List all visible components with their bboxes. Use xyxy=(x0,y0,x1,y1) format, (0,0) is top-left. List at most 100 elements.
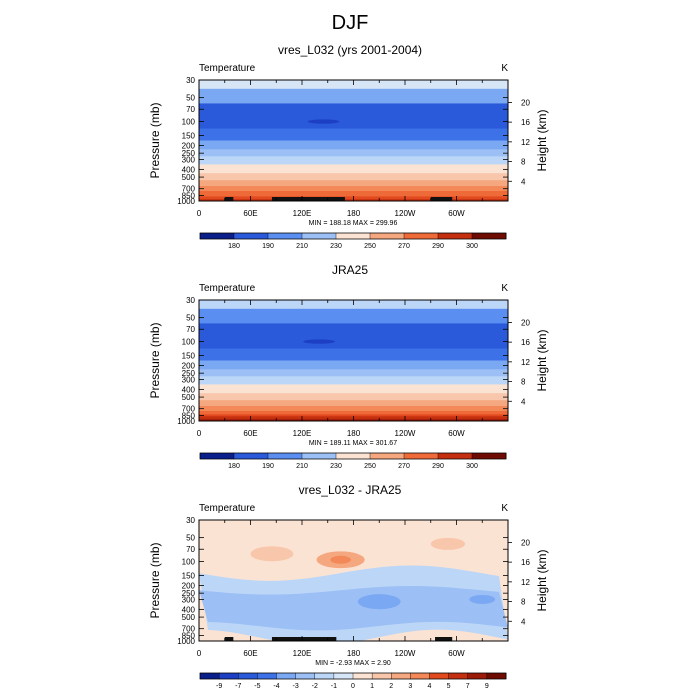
colorbar-label: 270 xyxy=(398,243,410,250)
contour-band xyxy=(199,164,508,174)
y-tick-label: 400 xyxy=(182,165,196,174)
anomaly-contour xyxy=(469,594,496,604)
colorbar-swatch xyxy=(295,672,316,680)
panel-title: vres_L032 - JRA25 xyxy=(299,483,402,497)
x-tick-label: 60E xyxy=(243,429,257,438)
height-tick-label: 4 xyxy=(521,177,526,186)
contour-band xyxy=(199,308,508,325)
contour-band xyxy=(199,194,508,197)
y-tick-label: 850 xyxy=(182,191,196,200)
contour-band xyxy=(199,400,508,407)
y-tick-label: 500 xyxy=(182,613,196,622)
colorbar-label: 230 xyxy=(330,243,342,250)
contour-band xyxy=(199,190,508,195)
colorbar-frame xyxy=(199,452,507,460)
contour-band xyxy=(199,410,508,415)
contour-band xyxy=(199,369,508,377)
min-max-stats: MIN = 188.18 MAX = 299.96 xyxy=(309,220,398,227)
height-tick-label: 8 xyxy=(521,158,526,167)
plot-area xyxy=(199,520,508,641)
colorbar-label: 180 xyxy=(228,463,240,470)
colorbar-swatch xyxy=(410,672,430,680)
y-tick-label: 1000 xyxy=(177,637,195,646)
colorbar-label: 9 xyxy=(485,683,489,690)
x-tick-label: 0 xyxy=(197,649,202,658)
height-tick-label: 8 xyxy=(521,598,526,607)
x-tick-label: 180 xyxy=(347,649,361,658)
min-max-stats: MIN = -2.93 MAX = 2.90 xyxy=(315,660,391,667)
colorbar: 180 190 210 230 250 270 290 300 xyxy=(199,232,507,250)
colorbar-swatch xyxy=(448,672,469,680)
colorbar-label: 7 xyxy=(466,683,470,690)
y-tick-label: 500 xyxy=(182,393,196,402)
y-tick-label: 300 xyxy=(182,375,196,384)
panel-title: vres_L032 (yrs 2001-2004) xyxy=(278,43,422,57)
colorbar-swatch xyxy=(257,672,277,680)
variable-label: Temperature xyxy=(199,63,256,74)
contour-band xyxy=(199,115,508,130)
contour-band xyxy=(199,88,508,105)
x-tick-label: 180 xyxy=(347,209,361,218)
colorbar-swatch xyxy=(486,672,507,680)
height-tick-label: 16 xyxy=(521,118,530,127)
colorbar-swatch xyxy=(267,232,303,240)
contour-band xyxy=(199,360,508,370)
y-tick-label: 700 xyxy=(182,185,196,194)
height-axis-ticks: 20 16 12 8 4 xyxy=(508,318,530,406)
colorbar-swatch xyxy=(335,232,371,240)
anomaly-contour xyxy=(357,594,401,610)
y-tick-label: 1000 xyxy=(177,197,195,206)
colorbar-label: 3 xyxy=(408,683,412,690)
height-tick-label: 12 xyxy=(521,358,530,367)
x-tick-label: 60W xyxy=(448,649,465,658)
height-axis-ticks: 20 16 12 8 4 xyxy=(508,538,530,626)
colorbar-label: 290 xyxy=(432,243,444,250)
y-tick-label: 250 xyxy=(182,369,196,378)
colorbar-label: 250 xyxy=(364,463,376,470)
contour-band xyxy=(199,103,508,116)
panels-group: vres_L032 (yrs 2001-2004)Temperature K305… xyxy=(148,43,549,690)
colorbar-swatch xyxy=(314,672,335,680)
colorbar-label: 4 xyxy=(428,683,432,690)
contour-band xyxy=(199,376,508,386)
topography-mask xyxy=(435,637,453,641)
colorbar-swatch xyxy=(267,452,303,460)
colorbar-label: -3 xyxy=(293,683,299,690)
topography-mask xyxy=(224,637,234,641)
colorbar-label: -7 xyxy=(235,683,241,690)
colorbar-swatch xyxy=(238,672,258,680)
height-tick-label: 20 xyxy=(521,98,530,107)
y-tick-label: 50 xyxy=(186,94,195,103)
panel-1: vres_L032 (yrs 2001-2004) Temperature K 30 5… xyxy=(148,43,549,250)
colorbar: -9 -7 -5 -4 -3 -2 -1 0 1 2 3 4 5 7 9 xyxy=(199,672,507,690)
colorbar-label: -5 xyxy=(254,683,260,690)
figure-title: DJF xyxy=(332,12,369,34)
topography-mask xyxy=(430,197,453,201)
y-tick-label: 300 xyxy=(182,595,196,604)
min-max-stats: MIN = 189.11 MAX = 301.67 xyxy=(309,440,397,447)
colorbar-label: 190 xyxy=(262,463,274,470)
y-tick-label: 30 xyxy=(186,76,195,85)
x-tick-label: 60W xyxy=(448,429,465,438)
colorbar-swatch xyxy=(352,672,373,680)
colorbar-label: 270 xyxy=(398,463,410,470)
x-tick-label: 120W xyxy=(395,649,416,658)
colorbar-frame xyxy=(199,232,507,240)
panel-title: JRA25 xyxy=(332,263,368,277)
variable-label: Temperature xyxy=(199,283,256,294)
height-tick-label: 20 xyxy=(521,538,530,547)
colorbar-swatch xyxy=(467,672,488,680)
y-tick-label: 250 xyxy=(182,149,196,158)
colorbar-label: 250 xyxy=(364,243,376,250)
x-tick-label: 120W xyxy=(395,209,416,218)
y-tick-label: 150 xyxy=(182,352,196,361)
colorbar-swatch xyxy=(391,672,411,680)
x-tick-label: 120E xyxy=(293,209,312,218)
height-axis-label: Height (km) xyxy=(535,329,549,391)
x-axis-ticks: 0 60E 120E 180 120W 60W xyxy=(197,300,509,438)
y-tick-label: 30 xyxy=(186,296,195,305)
y-tick-label: 100 xyxy=(182,118,196,127)
colorbar-swatch xyxy=(276,672,297,680)
height-tick-label: 12 xyxy=(521,138,530,147)
